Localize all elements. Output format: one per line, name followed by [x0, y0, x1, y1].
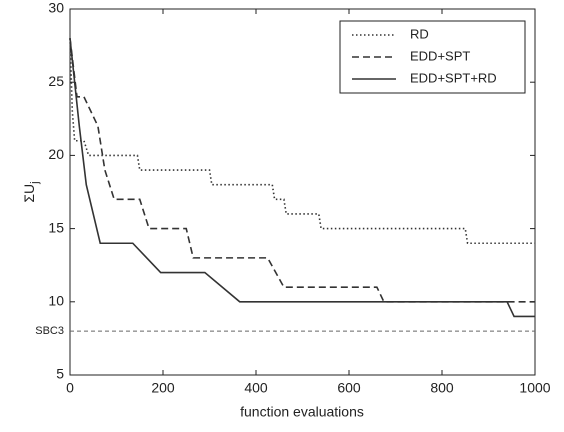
x-tick-label: 200 [151, 380, 175, 396]
y-tick-label: 5 [56, 366, 64, 382]
x-tick-label: 800 [430, 380, 454, 396]
y-axis-label-text: ΣU [21, 184, 37, 203]
y-tick-label: 30 [48, 0, 64, 16]
x-tick-label: 600 [337, 380, 361, 396]
x-axis-label: function evaluations [240, 404, 364, 420]
y-tick-label: 20 [48, 146, 64, 162]
x-tick-label: 400 [244, 380, 268, 396]
y-tick-label: 15 [48, 219, 64, 235]
y-axis-label: ΣUj [21, 181, 41, 202]
series-line [69, 38, 535, 303]
legend-box [339, 20, 526, 94]
x-tick-label: 1000 [519, 380, 550, 396]
x-tick-label: 0 [66, 380, 74, 396]
legend-label: RD [410, 26, 429, 41]
series-line [69, 38, 535, 318]
y-tick-label: 25 [48, 73, 64, 89]
legend-label: EDD+SPT+RD [410, 70, 497, 85]
y-tick-label: 10 [48, 293, 64, 309]
y-axis-label-subscript: j [29, 181, 41, 184]
reference-label: SBC3 [35, 325, 64, 337]
plot-frame [69, 8, 536, 376]
legend-label: EDD+SPT [410, 48, 470, 63]
